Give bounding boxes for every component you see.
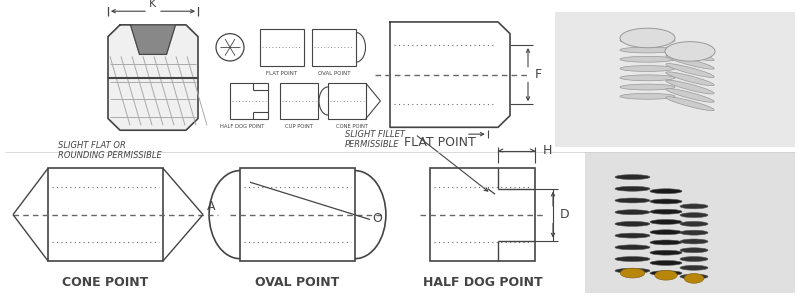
Ellipse shape — [620, 56, 675, 62]
Ellipse shape — [620, 93, 675, 99]
Bar — [280, 83, 318, 118]
Ellipse shape — [680, 256, 708, 262]
Ellipse shape — [620, 47, 675, 53]
Text: FLAT POINT: FLAT POINT — [266, 71, 298, 76]
Text: SLIGHT FLAT OR
ROUNDING PERMISSIBLE: SLIGHT FLAT OR ROUNDING PERMISSIBLE — [58, 141, 162, 161]
Polygon shape — [130, 25, 175, 54]
Ellipse shape — [650, 250, 682, 255]
Ellipse shape — [650, 220, 682, 224]
Ellipse shape — [615, 175, 650, 179]
Ellipse shape — [620, 268, 645, 278]
Bar — [230, 83, 268, 118]
Ellipse shape — [650, 230, 682, 235]
Ellipse shape — [615, 245, 650, 250]
Ellipse shape — [684, 274, 704, 283]
Ellipse shape — [666, 97, 714, 111]
Ellipse shape — [680, 274, 708, 279]
Polygon shape — [108, 25, 198, 130]
Ellipse shape — [680, 230, 708, 235]
Ellipse shape — [615, 256, 650, 262]
Bar — [48, 168, 163, 261]
Ellipse shape — [666, 55, 714, 69]
Ellipse shape — [654, 270, 677, 280]
Ellipse shape — [620, 84, 675, 90]
Text: HALF DOG POINT: HALF DOG POINT — [220, 124, 264, 129]
Ellipse shape — [666, 88, 714, 102]
Ellipse shape — [666, 47, 714, 61]
Ellipse shape — [680, 213, 708, 218]
Ellipse shape — [620, 38, 675, 44]
Bar — [260, 29, 304, 66]
Ellipse shape — [650, 271, 682, 276]
Text: O: O — [372, 212, 382, 225]
Ellipse shape — [615, 268, 650, 273]
Text: OVAL POINT: OVAL POINT — [318, 71, 350, 76]
Bar — [430, 168, 535, 261]
Ellipse shape — [666, 64, 714, 77]
Text: HALF DOG POINT: HALF DOG POINT — [422, 276, 542, 289]
Text: OVAL POINT: OVAL POINT — [255, 276, 340, 289]
Text: PERMISSIBLE: PERMISSIBLE — [345, 140, 399, 149]
Ellipse shape — [620, 75, 675, 81]
Ellipse shape — [680, 248, 708, 253]
Bar — [312, 29, 356, 66]
Ellipse shape — [680, 239, 708, 244]
Ellipse shape — [650, 260, 682, 266]
Text: D: D — [560, 208, 570, 221]
Ellipse shape — [680, 266, 708, 270]
Text: H: H — [542, 144, 552, 157]
Ellipse shape — [615, 233, 650, 238]
Ellipse shape — [650, 199, 682, 204]
Text: SLIGHT FILLET: SLIGHT FILLET — [345, 130, 405, 139]
Text: A: A — [206, 200, 215, 213]
Ellipse shape — [615, 186, 650, 191]
Ellipse shape — [666, 80, 714, 94]
Ellipse shape — [650, 209, 682, 214]
Ellipse shape — [620, 66, 675, 71]
Bar — [240, 168, 355, 261]
Text: CONE POINT: CONE POINT — [336, 124, 368, 129]
Ellipse shape — [680, 204, 708, 209]
Bar — [585, 152, 795, 293]
Ellipse shape — [615, 210, 650, 214]
Ellipse shape — [620, 28, 675, 48]
Text: CONE POINT: CONE POINT — [62, 276, 149, 289]
Bar — [328, 83, 366, 118]
Ellipse shape — [650, 189, 682, 194]
Ellipse shape — [666, 72, 714, 86]
Text: CUP POINT: CUP POINT — [285, 124, 313, 129]
Bar — [555, 12, 795, 147]
Ellipse shape — [615, 198, 650, 203]
Text: FLAT POINT: FLAT POINT — [404, 136, 476, 149]
Ellipse shape — [615, 221, 650, 226]
Ellipse shape — [680, 221, 708, 226]
Ellipse shape — [665, 42, 715, 61]
Ellipse shape — [650, 240, 682, 245]
Text: K: K — [150, 0, 157, 9]
Polygon shape — [390, 22, 510, 127]
Text: F: F — [534, 68, 542, 81]
